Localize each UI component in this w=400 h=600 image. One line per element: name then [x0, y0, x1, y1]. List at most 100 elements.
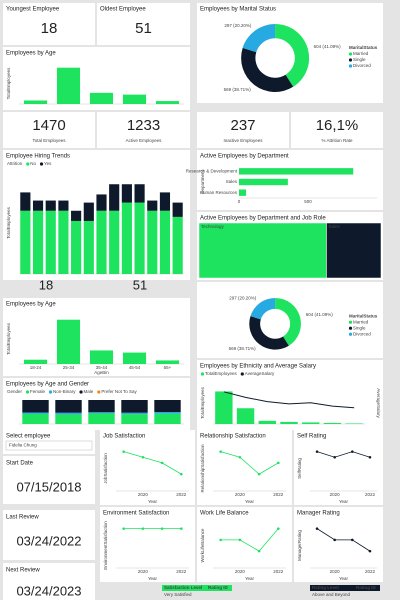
- panel: [3, 510, 95, 560]
- detail-value: 07/15/2018: [16, 479, 81, 494]
- bar-segment: [121, 202, 132, 274]
- donut-slice: [249, 316, 289, 350]
- chart-title: Manager Rating: [297, 511, 340, 517]
- panel: [291, 112, 383, 148]
- x-tick-label: 2020: [330, 492, 341, 497]
- table-cell: Very Satisfied: [164, 592, 192, 597]
- detail-value: 03/24/2023: [16, 583, 81, 598]
- line: [316, 451, 371, 458]
- panel: [3, 112, 95, 148]
- legend-title: Gender: [7, 389, 23, 394]
- bar: [345, 423, 363, 424]
- detail-label: Last Review: [6, 515, 39, 521]
- treemap-cell: [326, 222, 382, 279]
- legend-swatch: [39, 162, 44, 166]
- legend-label: Non-Binary: [53, 389, 76, 394]
- detail-value: 03/24/2022: [16, 533, 81, 548]
- y-tick-label: Human Resources: [200, 190, 238, 195]
- legend-label: Yes: [44, 161, 52, 166]
- y-axis-label: RelationshipSatisfaction: [200, 444, 205, 493]
- bar-segment: [58, 200, 69, 211]
- card-value: 18: [41, 20, 58, 37]
- bar-segment: [154, 400, 181, 412]
- bar-segment: [109, 210, 120, 274]
- chart-title: Active Employees by Department and Job R…: [200, 216, 326, 222]
- detail-label: Next Review: [6, 568, 40, 574]
- legend-label: Divorced: [353, 331, 371, 336]
- card-label: Total Employees: [32, 138, 66, 143]
- card-value: 18: [39, 277, 53, 292]
- bar-segment: [20, 210, 31, 274]
- table-header-cell: Satisfaction Level: [164, 585, 202, 590]
- point: [141, 455, 145, 459]
- bar: [155, 101, 180, 104]
- y-axis-label: ManagerRating: [297, 530, 302, 561]
- legend-swatch: [79, 390, 83, 394]
- panel: [197, 430, 292, 505]
- x-tick-label: 18-24: [30, 365, 42, 370]
- point: [160, 461, 164, 465]
- point: [368, 549, 372, 553]
- chart-title: Employees by Ethnicity and Average Salar…: [200, 364, 316, 370]
- bar: [215, 391, 233, 424]
- panel: [294, 507, 383, 582]
- bar: [23, 359, 48, 364]
- bar: [302, 422, 320, 424]
- chart-title: Employees by Age: [6, 302, 56, 308]
- card-value: 51: [135, 20, 152, 37]
- dropdown[interactable]: [5, 440, 93, 451]
- bar-segment: [121, 412, 148, 415]
- bar: [280, 421, 298, 424]
- panel: [100, 507, 195, 582]
- x-axis-label: Year: [245, 499, 255, 504]
- x-tick-label: 2020: [235, 569, 246, 574]
- legend-label: Prefer Not To Say: [101, 389, 137, 394]
- x-axis-label: Year: [339, 576, 349, 581]
- legend-label: Female: [30, 389, 46, 394]
- filter-label: Select employee: [6, 434, 51, 440]
- bar: [258, 420, 276, 424]
- legend-swatch: [348, 64, 353, 68]
- x-tick-label: 2020: [330, 569, 341, 574]
- bar-segment: [32, 200, 44, 211]
- bar-segment: [159, 210, 171, 274]
- table-header-cell: Rating ID: [356, 585, 376, 590]
- y-tick-label: Research & Development: [186, 169, 238, 174]
- point: [257, 549, 261, 553]
- bar: [239, 178, 288, 186]
- bar-segment: [20, 192, 31, 211]
- point: [238, 538, 242, 542]
- bar-segment: [88, 413, 115, 424]
- y-axis-label: Department: [200, 169, 205, 193]
- x-tick-label: 2022: [176, 569, 187, 574]
- bar-segment: [55, 414, 82, 424]
- bar-segment: [147, 200, 158, 211]
- x-tick-label: 2022: [273, 569, 284, 574]
- bar: [122, 352, 147, 364]
- bar-segment: [45, 200, 56, 211]
- bar: [323, 422, 342, 424]
- bar-segment: [71, 210, 82, 221]
- x-axis-label: AgeBin: [94, 370, 109, 375]
- legend-swatch: [200, 372, 205, 376]
- bar-segment: [88, 412, 115, 414]
- chart-title: Employees by Marital Status: [200, 7, 276, 13]
- x-tick-label: 55+: [164, 365, 172, 370]
- point: [368, 455, 372, 459]
- bar-segment: [88, 400, 115, 413]
- detail-label: Start Date: [6, 461, 34, 467]
- x-axis-label: Year: [339, 499, 349, 504]
- treemap-cell: [198, 222, 327, 279]
- bar-segment: [172, 202, 183, 217]
- y-axis-label: EnvironmentSatisfaction: [103, 521, 108, 570]
- bar: [23, 100, 48, 104]
- panel: [100, 430, 195, 505]
- y-axis-label: JobSatisfaction: [103, 453, 108, 484]
- bar: [56, 319, 81, 364]
- line: [220, 528, 279, 552]
- x-tick-label: 2020: [138, 569, 149, 574]
- point: [315, 527, 319, 530]
- legend-swatch: [348, 58, 353, 62]
- chart-title: Employees by Age and Gender: [6, 382, 89, 388]
